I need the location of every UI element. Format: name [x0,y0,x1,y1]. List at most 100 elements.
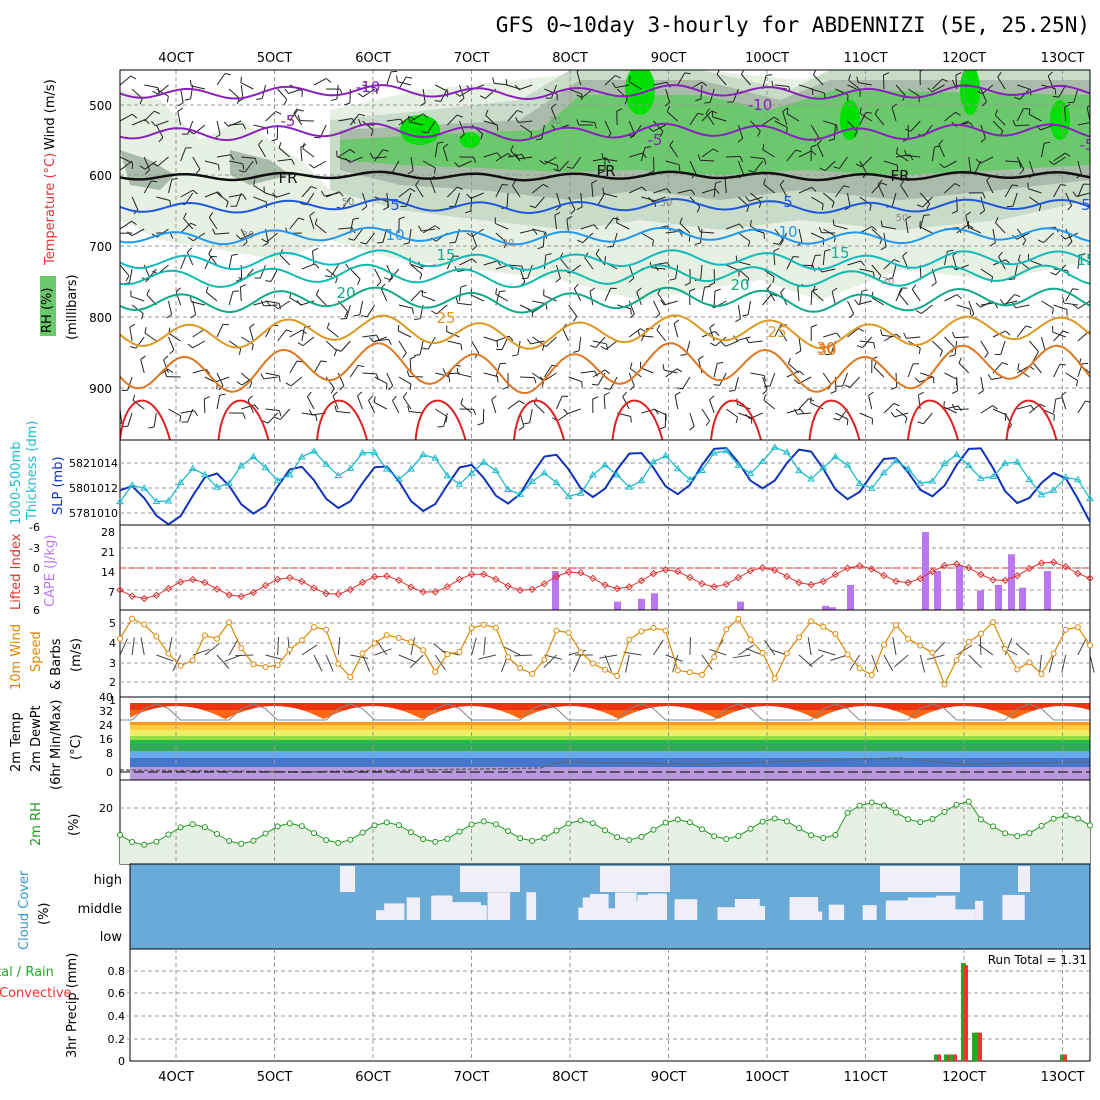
wind-barb [1052,331,1066,338]
wind-barb-flag [421,131,428,134]
lifted-point [601,581,609,589]
rh-point [771,815,778,822]
wind-barb-flag [330,388,335,394]
label-wind: Wind (m/s) [43,79,58,150]
wind-barb [208,253,218,266]
lifted-point [1001,576,1009,585]
bottom-tick-label: 6OCT [355,1070,391,1085]
wind-barb [1048,654,1055,673]
wind-barb-flag [357,278,361,285]
wind-barb-flag [344,102,351,106]
wind-barb-flag [1073,304,1079,309]
wind-barb [726,223,740,230]
wind-barb [817,144,824,158]
wind-barb [701,188,716,194]
wind-barb-flag [648,127,654,132]
wind-barb-flag [576,70,580,72]
wind-barb-flag [594,370,598,377]
wind-barb [701,287,706,302]
wind-point [771,675,778,682]
thickness-point [904,464,913,472]
bottom-tick-label: 12OCT [942,1070,986,1085]
rh-region [960,70,980,115]
lifted-point [528,585,536,594]
wind-barb [301,327,305,342]
wind-barb [519,124,533,134]
wind-barb-flag [308,409,313,416]
wind-barb-flag [577,239,583,244]
cloud-level: low [100,930,123,945]
wind-barb [156,196,171,201]
wind-barb [1028,113,1042,122]
wind-barb [669,145,679,158]
thickness-point [516,490,525,497]
wind-barb [311,251,315,266]
top-tick-label: 8OCT [552,51,588,66]
wind-barb [313,78,327,86]
thickness-point [989,472,997,480]
wind-barb-flag [566,215,573,220]
lifted-point [1086,574,1094,582]
lifted-point [249,588,258,597]
pressure-tick: 900 [89,382,112,396]
precip-tick: 0.4 [108,1010,126,1023]
wind-barb [350,654,369,659]
thickness-point [394,475,403,482]
wind-barb [1012,192,1018,207]
wind-barb [398,330,412,338]
cloud-clear [862,905,877,920]
lifted-point [952,560,961,568]
rh-point [517,835,524,842]
wind-barb-flag [771,80,774,87]
wind-barb-flag [955,72,962,76]
wind-barb [409,263,424,270]
cape-bar [829,607,836,610]
thickness-point [879,468,888,476]
wind-barb-flag [795,149,802,153]
wind-barb-flag [795,350,802,355]
wind-barb [628,300,635,315]
wind-barb-flag [307,391,312,397]
wind-barb-flag [763,394,767,401]
wind-barb [235,192,242,207]
thickness-point [916,479,925,486]
wind-barb [883,259,895,270]
wind-barb [603,394,606,410]
wind-barb [374,376,388,384]
wind-barb [774,120,788,128]
wind-barb-flag [987,374,992,380]
wind-barb-flag [179,415,182,422]
wind-barb-flag [830,390,837,394]
wind-barb-flag [369,152,374,159]
wind-barb [447,114,458,126]
temperature-contour [217,399,270,440]
wind-barb [628,328,641,338]
wind-barb-flag [1014,96,1021,100]
wind-barb [130,295,145,302]
rh-point [408,829,414,836]
wind-barb-flag [104,331,106,337]
wind-barb [559,257,570,270]
wind-barb [834,185,845,198]
wind-barb [956,644,973,656]
wind-tick: 1 [109,694,116,707]
wind-barb-flag [715,180,722,184]
wind-barb-flag [954,183,961,187]
wind-point [711,654,718,661]
wind-barb [666,111,679,122]
wind-barb [568,376,583,383]
wind-point [747,636,754,643]
cape-bar [922,532,929,610]
wind-barb-flag [918,391,924,396]
cloud-clear [589,893,609,920]
wind-barb [859,160,868,174]
wind-barb [215,232,230,235]
cloud-clear [954,909,975,920]
wind-barb-flag [141,313,144,320]
wind-barb-flag [997,72,1002,78]
wind-barb-flag [398,216,405,220]
wind-barb-flag [563,408,568,414]
wind-barb-flag [414,318,421,321]
thickness-point [358,448,367,456]
wind-barb-flag [613,217,620,221]
